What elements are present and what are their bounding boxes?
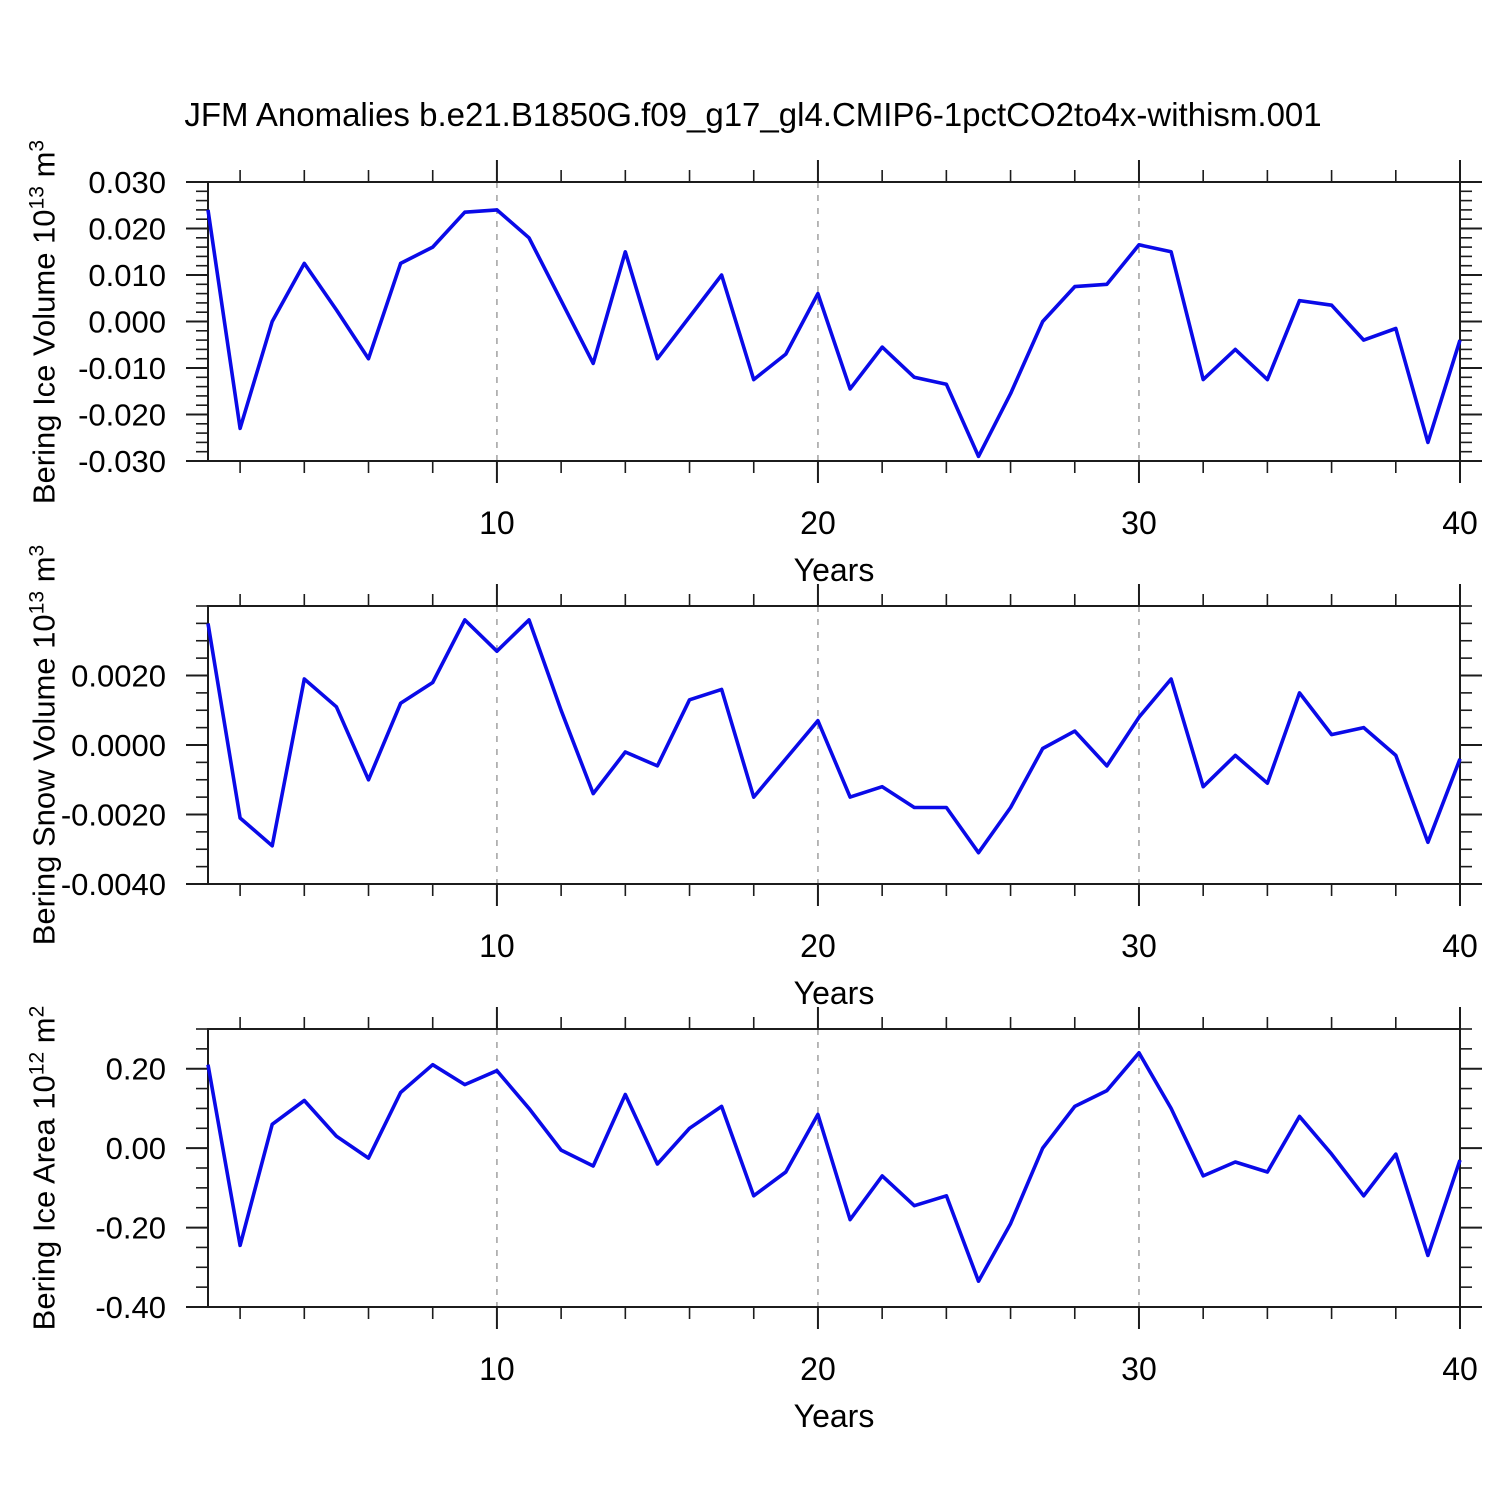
y-tick-label: -0.030: [78, 444, 166, 479]
y-axis-title-snow-volume: Bering Snow Volume 1013 m3: [25, 545, 62, 946]
y-axis-title-exponent: 13: [25, 590, 49, 615]
y-tick-label: -0.0040: [61, 867, 166, 902]
y-axis-title-ice-volume: Bering Ice Volume 1013 m3: [25, 140, 62, 504]
x-tick-label: 30: [1121, 505, 1157, 541]
y-tick-labels: 0.0020 0.0000 -0.0020 -0.0040: [61, 659, 166, 903]
x-ticks: [239, 584, 1461, 906]
y-axis-title-unit-exponent: 3: [25, 139, 49, 152]
y-axis-title-unit: m: [26, 556, 62, 591]
y-tick-label: -0.0020: [61, 798, 166, 833]
y-axis-title-ice-area: Bering Ice Area 1012 m2: [25, 1006, 62, 1331]
y-axis-title-unit: m: [26, 1017, 62, 1052]
x-tick-label: 10: [479, 928, 515, 964]
y-axis-title-text: Bering Snow Volume 10: [26, 614, 62, 946]
y-tick-label: 0.020: [88, 212, 166, 247]
data-line-bering-ice-volume: [206, 208, 1462, 459]
y-tick-label: 0.000: [88, 305, 166, 340]
y-tick-label: -0.20: [95, 1211, 166, 1246]
data-line-bering-ice-area: [206, 1051, 1462, 1283]
y-tick-label: 0.0020: [71, 659, 166, 694]
x-axis-title: Years: [793, 975, 875, 1011]
x-tick-label: 30: [1121, 1351, 1157, 1387]
x-tick-labels: 10 20 30 40: [479, 928, 1478, 964]
y-tick-label: 0.010: [88, 258, 166, 293]
y-tick-label: 0.0000: [71, 728, 166, 763]
y-ticks: [186, 1028, 1482, 1308]
y-tick-label: -0.40: [95, 1290, 166, 1325]
y-tick-labels: 0.030 0.020 0.010 0.000 -0.010 -0.020 -0.030: [78, 165, 166, 479]
x-axis-title: Years: [793, 1398, 875, 1434]
gridlines: [496, 606, 1140, 884]
panel-bering-ice-area: 10 20 30 40 0.20 0.00 -0.20 -0.40: [95, 1007, 1482, 1387]
panel-bering-ice-volume: 10 20 30 40 0.030 0.020 0.010 0.000 -0.010 -0.020…: [78, 160, 1482, 541]
x-tick-label: 20: [800, 1351, 836, 1387]
x-tick-label: 40: [1442, 928, 1478, 964]
y-tick-label: 0.20: [106, 1052, 166, 1087]
y-tick-label: 0.00: [106, 1131, 166, 1166]
plot-frame: [207, 181, 1461, 462]
y-tick-label: -0.020: [78, 398, 166, 433]
x-ticks: [239, 160, 1461, 483]
x-tick-label: 30: [1121, 928, 1157, 964]
x-axis-title: Years: [793, 552, 875, 588]
y-ticks: [186, 181, 1482, 462]
x-tick-label: 40: [1442, 505, 1478, 541]
y-axis-title-unit-exponent: 2: [25, 1005, 49, 1018]
x-tick-label: 20: [800, 505, 836, 541]
y-ticks: [186, 605, 1482, 885]
y-axis-title-exponent: 13: [25, 186, 49, 210]
x-tick-label: 40: [1442, 1351, 1478, 1387]
y-tick-label: 0.030: [88, 165, 166, 200]
x-tick-label: 20: [800, 928, 836, 964]
plot-frame: [207, 605, 1461, 885]
y-axis-title-text: Bering Ice Area 10: [26, 1075, 62, 1331]
panel-bering-snow-volume: 10 20 30 40 0.0020 0.0000 -0.0020 -0.0040: [61, 584, 1482, 964]
y-axis-title-text: Bering Ice Volume 10: [26, 209, 62, 505]
data-line-bering-snow-volume: [206, 618, 1462, 855]
y-axis-title-exponent: 12: [25, 1051, 49, 1076]
x-tick-labels: 10 20 30 40: [479, 505, 1478, 541]
y-tick-label: -0.010: [78, 351, 166, 386]
y-axis-title-unit-exponent: 3: [25, 544, 49, 557]
chart-title: JFM Anomalies b.e21.B1850G.f09_g17_gl4.C…: [184, 96, 1322, 133]
gridlines: [496, 1029, 1140, 1307]
y-axis-title-unit: m: [26, 151, 62, 187]
x-ticks: [239, 1007, 1461, 1329]
x-tick-label: 10: [479, 1351, 515, 1387]
x-tick-labels: 10 20 30 40: [479, 1351, 1478, 1387]
x-tick-label: 10: [479, 505, 515, 541]
y-tick-labels: 0.20 0.00 -0.20 -0.40: [95, 1052, 166, 1325]
